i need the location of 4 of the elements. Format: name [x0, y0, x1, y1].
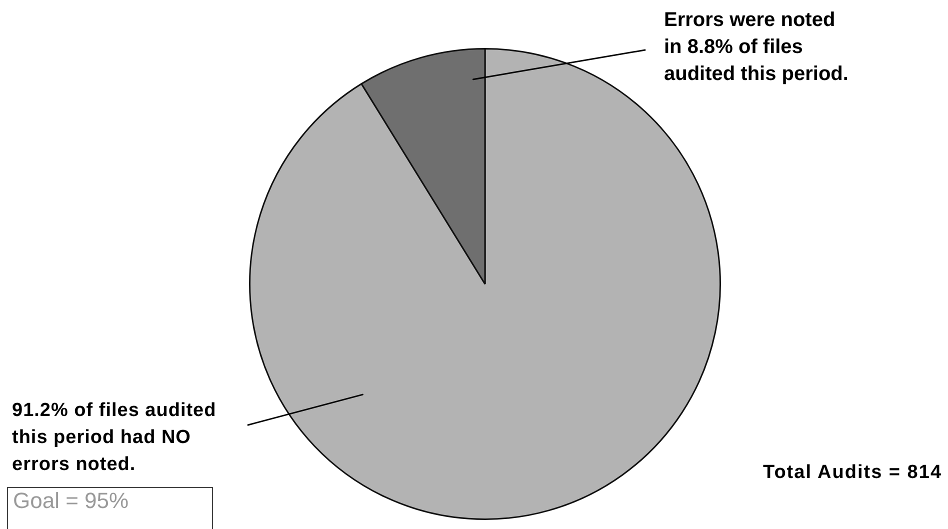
- text: Total Audits = 814: [763, 462, 944, 484]
- text: Goal = 95%: [13, 488, 129, 513]
- slice-label: 91.2% of files audited this period had NO errors noted.: [12, 399, 218, 477]
- slice-label: Errors were noted in 8.8% of files audited this period.: [664, 8, 850, 87]
